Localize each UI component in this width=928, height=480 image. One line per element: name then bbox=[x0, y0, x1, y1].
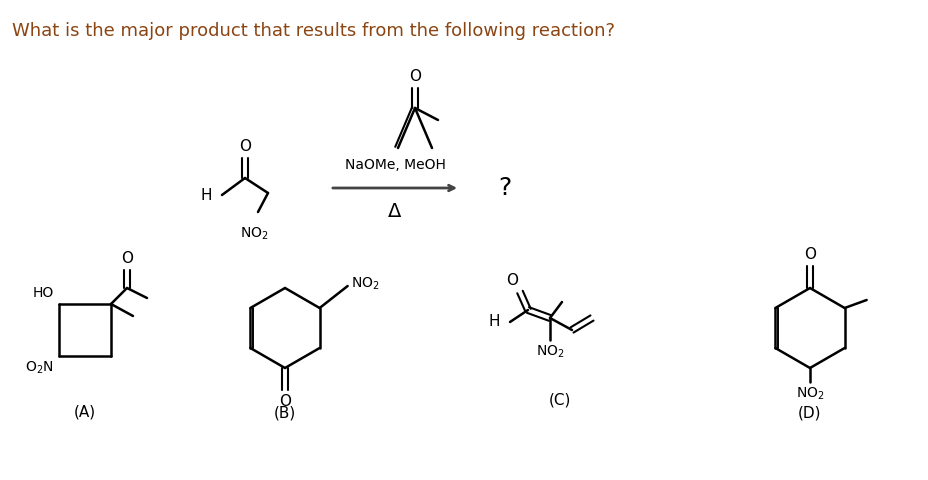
Text: Δ: Δ bbox=[388, 202, 401, 221]
Text: NO$_2$: NO$_2$ bbox=[535, 344, 563, 360]
Text: O: O bbox=[803, 247, 815, 262]
Text: O$_2$N: O$_2$N bbox=[25, 360, 54, 376]
Text: (A): (A) bbox=[74, 405, 96, 420]
Text: (B): (B) bbox=[274, 406, 296, 421]
Text: (D): (D) bbox=[797, 406, 821, 421]
Text: NO$_2$: NO$_2$ bbox=[239, 226, 268, 242]
Text: H: H bbox=[200, 188, 212, 203]
Text: NaOMe, MeOH: NaOMe, MeOH bbox=[344, 158, 445, 172]
Text: O: O bbox=[506, 273, 518, 288]
Text: O: O bbox=[121, 251, 133, 266]
Text: O: O bbox=[408, 69, 420, 84]
Text: NO$_2$: NO$_2$ bbox=[350, 276, 379, 292]
Text: What is the major product that results from the following reaction?: What is the major product that results f… bbox=[12, 22, 614, 40]
Text: NO$_2$: NO$_2$ bbox=[794, 386, 823, 402]
Text: ?: ? bbox=[497, 176, 510, 200]
Text: O: O bbox=[238, 139, 251, 154]
Text: HO: HO bbox=[32, 286, 54, 300]
Text: O: O bbox=[278, 394, 290, 409]
Text: (C): (C) bbox=[548, 393, 571, 408]
Text: H: H bbox=[488, 314, 499, 329]
